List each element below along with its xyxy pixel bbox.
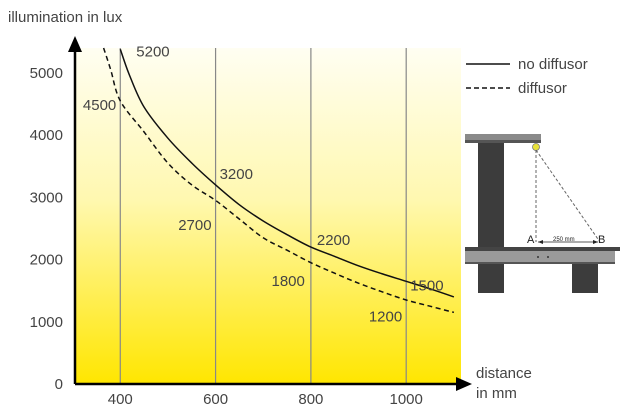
x-tick-1000: 1000 [390,391,423,407]
y-tick-0: 0 [55,376,63,393]
distance-arrowhead-right-icon [593,240,598,244]
lamp-icon [532,143,540,151]
x-tick-400: 400 [108,391,133,407]
y-tick-3000: 3000 [30,189,63,206]
data-label-1200: 1200 [369,308,402,325]
x-tick-800: 800 [298,391,323,407]
y-tick-5000: 5000 [30,65,63,82]
data-label-5200: 5200 [136,43,169,60]
x-axis-title-line-1: distance [476,365,532,382]
x-axis-title-line-2: in mm [476,385,517,402]
series-no-diffusor [119,48,455,298]
data-label-2200: 2200 [317,232,350,249]
data-label-1500: 1500 [410,278,443,295]
data-label-2700: 2700 [178,217,211,234]
series-diffusor [102,47,455,314]
labels-layer: 5200 4500 3200 2700 2200 1800 1500 1200 [83,43,444,325]
y-axis-title: illumination in lux [8,9,123,26]
point-a-label: A [527,234,535,246]
work-surface-top [465,247,620,251]
light-ray-diagonal [535,149,601,243]
data-label-3200: 3200 [220,166,253,183]
distance-label: 250 mm [553,237,575,243]
x-tick-600: 600 [203,391,228,407]
legend: no diffusor diffusor [466,56,588,97]
series-layer [102,47,455,314]
data-label-1800: 1800 [272,273,305,290]
ticks-layer: 400 600 800 1000 0 1000 2000 3000 4000 5000 [30,65,423,407]
y-tick-4000: 4000 [30,127,63,144]
lamp-diagram: A B 250 mm [465,134,620,293]
legend-label-diffusor: diffusor [518,80,567,97]
y-tick-1000: 1000 [30,314,63,331]
right-column [572,264,598,293]
left-column [478,143,504,293]
x-axis-arrow-icon [456,377,472,391]
distance-arrowhead-left-icon [538,240,543,244]
top-beam [465,134,541,140]
data-label-4500: 4500 [83,97,116,114]
point-b-label: B [598,234,605,246]
plot-background [75,48,461,384]
legend-label-no-diffusor: no diffusor [518,56,588,73]
y-tick-2000: 2000 [30,252,63,269]
y-axis-arrow-icon [68,36,82,52]
work-surface [465,251,615,263]
gridlines [119,48,407,384]
